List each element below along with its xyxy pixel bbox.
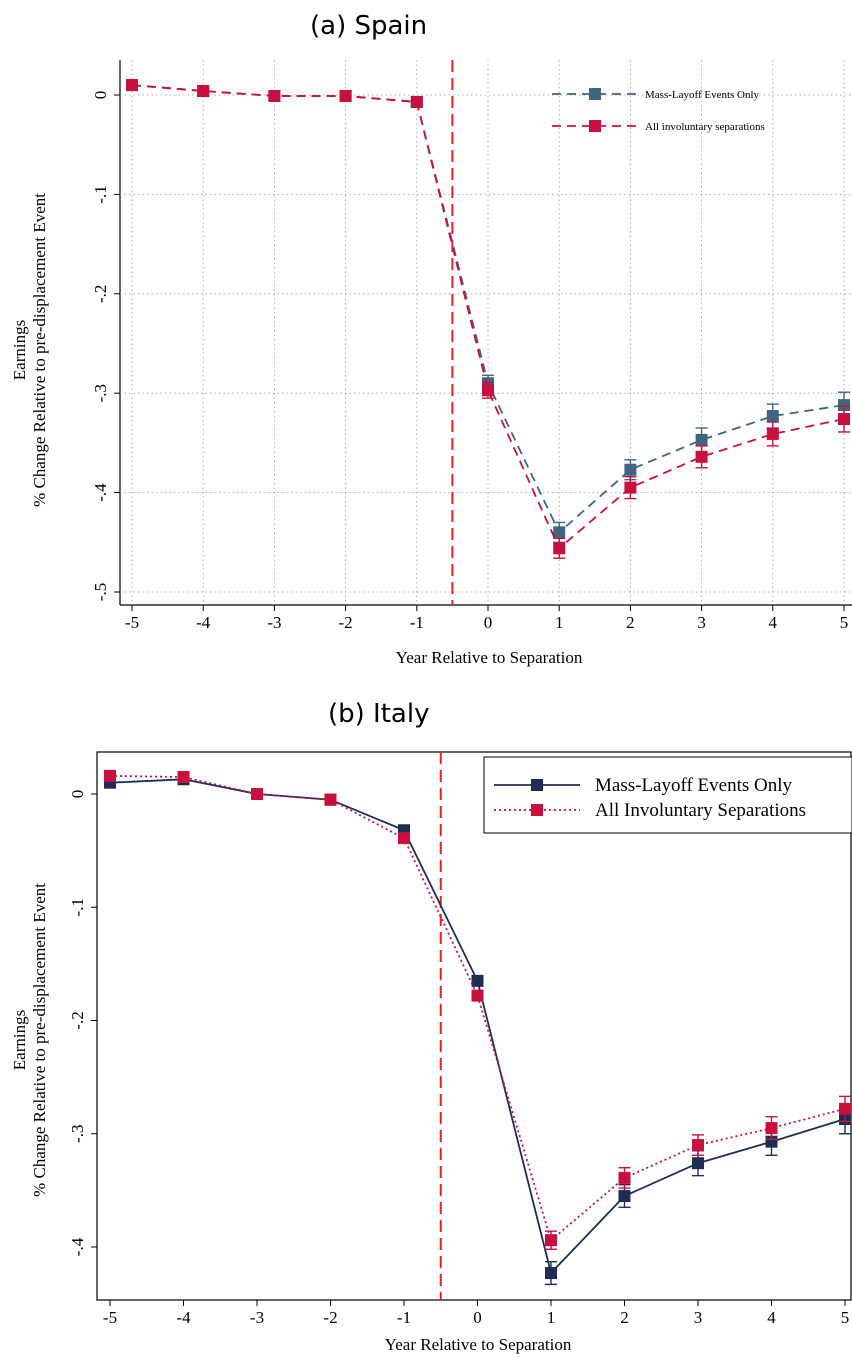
y-tick-label-italy-0: 0 xyxy=(68,790,87,799)
x-tick-label-spain-5: 0 xyxy=(484,613,493,632)
x-tick-label-spain-6: 1 xyxy=(555,613,564,632)
point-spain-1-9 xyxy=(766,427,779,440)
x-tick-label-italy-2: -3 xyxy=(250,1308,264,1327)
y-tick-label-spain-4: -.4 xyxy=(91,483,110,502)
series-line-spain-1 xyxy=(131,84,845,550)
y-tick-label-spain-0: 0 xyxy=(91,91,110,100)
x-tick-label-spain-8: 3 xyxy=(697,613,706,632)
panel-title-italy: (b) Italy xyxy=(328,699,429,729)
series-line-italy-0 xyxy=(109,778,846,1275)
legend-label-italy-1: All Involuntary Separations xyxy=(595,800,806,821)
point-italy-0-5 xyxy=(471,974,484,987)
legend-label-italy-0: Mass-Layoff Events Only xyxy=(595,775,793,796)
point-spain-0-7 xyxy=(624,463,637,476)
x-tick-label-italy-0: -5 xyxy=(103,1308,117,1327)
x-tick-label-italy-8: 3 xyxy=(694,1308,703,1327)
y-axis-label-line2-spain: % Change Relative to pre-displacement Ev… xyxy=(30,193,49,507)
y-tick-label-spain-5: -.5 xyxy=(91,583,110,601)
y-tick-label-italy-2: -.2 xyxy=(68,1011,87,1029)
point-italy-1-5 xyxy=(471,989,484,1002)
x-tick-label-spain-0: -5 xyxy=(125,613,139,632)
point-italy-1-0 xyxy=(104,769,116,782)
x-tick-label-italy-9: 4 xyxy=(767,1308,776,1327)
point-spain-1-1 xyxy=(197,85,210,98)
series-line-italy-1 xyxy=(109,775,846,1242)
point-italy-1-2 xyxy=(251,788,263,800)
point-spain-1-4 xyxy=(410,95,423,108)
point-spain-1-3 xyxy=(339,89,352,102)
y-axis-label-line1-spain: Earnings xyxy=(10,320,29,380)
x-tick-label-spain-10: 5 xyxy=(840,613,849,632)
x-tick-label-italy-10: 5 xyxy=(841,1308,850,1327)
x-tick-label-spain-2: -3 xyxy=(267,613,281,632)
point-spain-1-0 xyxy=(126,79,138,92)
x-tick-label-spain-7: 2 xyxy=(626,613,635,632)
y-tick-label-italy-3: -.3 xyxy=(68,1125,87,1143)
x-tick-label-italy-1: -4 xyxy=(176,1308,191,1327)
point-italy-1-9 xyxy=(765,1122,778,1135)
point-italy-1-3 xyxy=(324,793,337,806)
point-italy-1-4 xyxy=(398,832,410,845)
point-spain-0-10 xyxy=(838,399,850,412)
x-tick-label-spain-1: -4 xyxy=(196,613,211,632)
legend-key-marker-spain-0 xyxy=(589,88,601,100)
y-axis-label-line1-italy: Earnings xyxy=(10,1010,29,1070)
point-italy-0-6 xyxy=(545,1267,557,1280)
point-spain-1-7 xyxy=(624,481,637,494)
x-axis-label-spain: Year Relative to Separation xyxy=(396,648,583,667)
y-tick-label-italy-4: -.4 xyxy=(68,1237,87,1256)
x-tick-label-italy-5: 0 xyxy=(473,1308,482,1327)
panel-italy: (b) Italy Earnings % Change Relative to … xyxy=(10,699,852,1354)
x-axis-label-italy: Year Relative to Separation xyxy=(385,1335,572,1354)
point-spain-1-6 xyxy=(553,542,566,555)
y-tick-label-italy-1: -.1 xyxy=(68,898,87,916)
point-spain-0-6 xyxy=(553,526,566,539)
x-tick-label-italy-3: -2 xyxy=(323,1308,337,1327)
point-italy-0-7 xyxy=(618,1190,631,1203)
point-italy-0-8 xyxy=(692,1157,704,1170)
point-spain-0-8 xyxy=(695,433,708,446)
x-tick-label-spain-3: -2 xyxy=(339,613,353,632)
legend-key-marker-italy-0 xyxy=(531,779,543,791)
panel-title-spain: (a) Spain xyxy=(310,11,427,41)
plot-frame-italy xyxy=(96,751,852,1301)
x-tick-label-italy-4: -1 xyxy=(397,1308,411,1327)
legend-box-italy xyxy=(483,756,852,834)
legend-key-marker-spain-1 xyxy=(589,120,601,132)
y-tick-label-spain-1: -.1 xyxy=(91,185,110,203)
legend-label-spain-0: Mass-Layoff Events Only xyxy=(645,89,760,101)
legend-spain: Mass-Layoff Events Only All involuntary s… xyxy=(552,88,765,133)
x-tick-label-italy-6: 1 xyxy=(547,1308,556,1327)
point-spain-1-8 xyxy=(695,450,708,463)
point-italy-1-1 xyxy=(177,771,190,784)
point-italy-1-8 xyxy=(692,1139,704,1152)
y-tick-label-spain-3: -.3 xyxy=(91,384,110,402)
x-tick-label-spain-4: -1 xyxy=(410,613,424,632)
point-italy-1-6 xyxy=(545,1234,557,1247)
y-axis-label-line2-italy: % Change Relative to pre-displacement Ev… xyxy=(30,883,49,1197)
x-tick-label-spain-9: 4 xyxy=(769,613,778,632)
point-italy-1-7 xyxy=(618,1171,631,1184)
point-spain-1-10 xyxy=(838,413,850,426)
legend-label-spain-1: All involuntary separations xyxy=(645,121,765,133)
y-tick-label-spain-2: -.2 xyxy=(91,285,110,303)
point-spain-1-5 xyxy=(482,384,494,397)
x-tick-label-italy-7: 2 xyxy=(620,1308,629,1327)
legend-key-marker-italy-1 xyxy=(531,804,543,816)
point-italy-0-9 xyxy=(765,1135,778,1148)
panel-spain: (a) Spain Earnings % Change Relative to … xyxy=(10,11,852,667)
point-spain-1-2 xyxy=(268,89,281,102)
point-italy-1-10 xyxy=(839,1102,851,1115)
point-spain-0-9 xyxy=(766,410,779,423)
legend-italy: Mass-Layoff Events Only All Involuntary S… xyxy=(483,756,852,834)
